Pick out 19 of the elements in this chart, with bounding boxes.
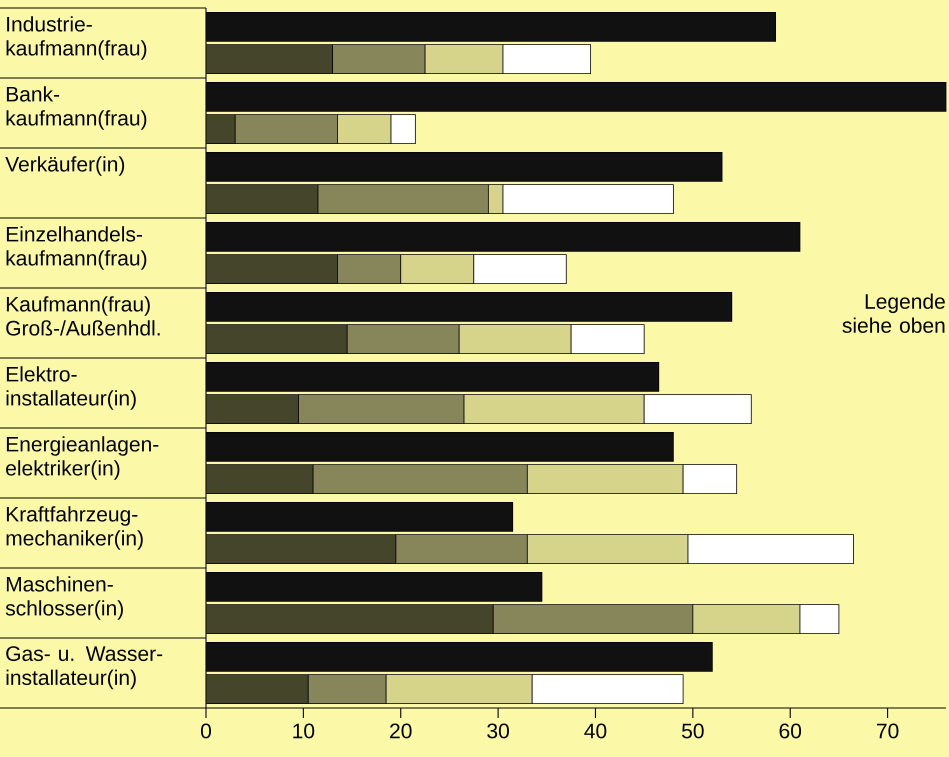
- y-tick-label: Elektro- installateur(in): [6, 366, 136, 410]
- y-tick-label: Industrie- kaufmann(frau): [6, 16, 146, 60]
- x-tick-label: 0: [200, 724, 212, 738]
- x-tick-label: 70: [876, 724, 898, 738]
- annotation: Legende siehe oben: [842, 293, 945, 333]
- y-tick-label: Einzelhandels- kaufmann(frau): [6, 226, 146, 270]
- y-tick-label: Bank- kaufmann(frau): [6, 86, 146, 130]
- x-tick-label: 20: [390, 724, 412, 738]
- x-tick-label: 50: [682, 724, 704, 738]
- y-tick-label: Gas- u. Wasser- installateur(in): [6, 646, 162, 690]
- y-tick-label: Verkäufer(in): [5, 156, 124, 176]
- x-tick-label: 10: [293, 724, 314, 738]
- y-tick-label: Maschinen- schlosser(in): [6, 576, 123, 620]
- y-tick-label: Kaufmann(frau) Groß-/Außenhdl.: [6, 296, 160, 336]
- x-tick-label: 60: [780, 724, 802, 738]
- x-tick-label: 30: [487, 724, 509, 738]
- x-tick-label: 40: [584, 724, 606, 738]
- y-tick-label: Kraftfahrzeug- mechaniker(in): [6, 506, 143, 550]
- y-tick-label: Energieanlagen- elektriker(in): [6, 436, 158, 480]
